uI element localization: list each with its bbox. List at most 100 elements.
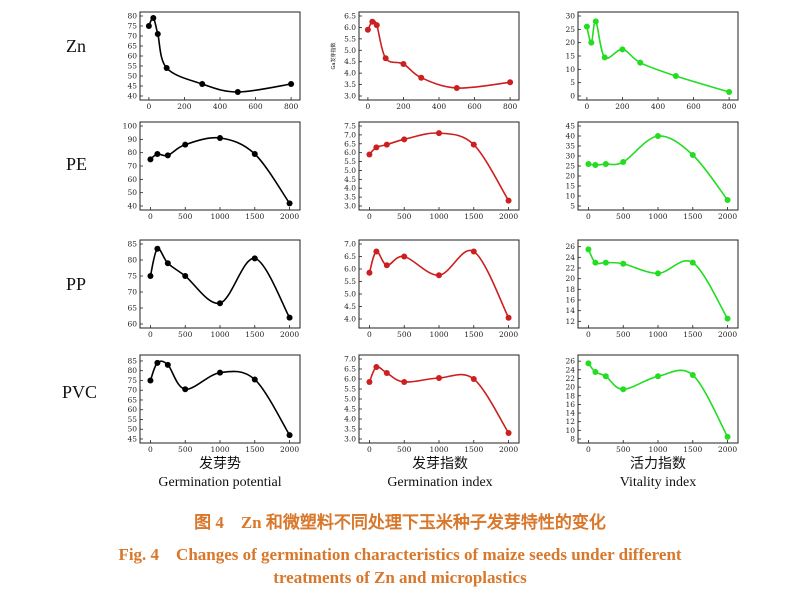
panel-pvc-potential-point-1 [154, 359, 161, 366]
panel-pp-vitality-ytick-label-2: 16 [565, 296, 575, 305]
panel-pp-vitality-series-line [587, 248, 729, 320]
panel-zn-vitality-point-6 [672, 73, 679, 79]
panel-zn-index-xtick-label-4: 800 [503, 102, 518, 111]
panel-pe-vitality-point-2 [602, 161, 609, 167]
panel-zn-vitality-ytick-label-6: 30 [565, 12, 575, 21]
panel-pe-potential-point-3 [182, 141, 189, 148]
panel-pvc-index-frame [358, 354, 520, 444]
panel-zn-vitality-xtick-label-4: 800 [722, 102, 737, 111]
panel-zn-index-point-1 [369, 18, 376, 25]
panel-pp-potential-point-5 [251, 255, 258, 262]
panel-pe-index-point-1 [373, 144, 380, 151]
panel-zn-vitality-point-7 [726, 89, 733, 95]
panel-pvc-vitality-ytick-label-5: 18 [565, 391, 575, 400]
panel-pvc-potential-point-4 [217, 369, 223, 376]
panel-zn-index-ytick-label-4: 5.0 [344, 46, 356, 55]
panel-pe-potential-xtick-label-0: 0 [148, 212, 153, 221]
panel-pvc-vitality-ytick-label-0: 8 [570, 435, 575, 444]
panel-pe-vitality-point-4 [655, 133, 661, 139]
panel-pe-potential-point-1 [154, 151, 161, 157]
panel-pe-index-ytick-label-6: 6.0 [344, 148, 356, 157]
panel-pp-index-xtick-label-0: 0 [367, 330, 372, 339]
panel-zn-potential-point-4 [199, 81, 206, 87]
panel-pp-vitality-ytick-label-3: 18 [565, 285, 575, 294]
figure-caption-en-line1: Fig. 4 Changes of germination characteri… [118, 545, 682, 564]
panel-zn-index-xtick-label-3: 600 [467, 102, 482, 111]
panel-pvc-potential-frame [139, 354, 301, 444]
panel-pvc-potential-xtick-label-1: 500 [178, 445, 193, 454]
panel-pvc-index-point-0 [366, 379, 373, 385]
panel-pe-vitality-ytick-label-8: 45 [565, 122, 575, 131]
panel-pvc-vitality-point-4 [655, 373, 661, 380]
panel-pvc-index-xtick-label-3: 1500 [464, 445, 483, 454]
panel-pp-index-point-0 [366, 269, 373, 276]
panel-pvc-vitality-point-5 [689, 372, 696, 378]
panel-zn-index-ytick-label-2: 4.0 [344, 69, 356, 78]
panel-pe-index-ytick-label-0: 3.0 [344, 202, 356, 211]
panel-pp-potential-point-3 [182, 273, 189, 279]
panel-pe-vitality-xtick-label-3: 1500 [683, 212, 702, 221]
panel-pe-vitality-ytick-label-4: 25 [565, 162, 575, 171]
panel-zn-potential-ytick-label-4: 60 [127, 52, 137, 61]
panel-pe-potential-xtick-label-3: 1500 [245, 212, 264, 221]
panel-pe-potential-point-5 [251, 151, 258, 157]
panel-pvc-vitality-frame [577, 354, 739, 444]
panel-pe-potential-ytick-label-1: 50 [127, 188, 137, 197]
panel-pvc-potential-ytick-label-1: 50 [127, 425, 137, 434]
panel-pvc-vitality-point-3 [620, 386, 627, 393]
panel-pvc-vitality-xtick-label-4: 2000 [718, 445, 737, 454]
panel-pe-index-point-4 [436, 130, 442, 137]
panel-pe-potential-point-6 [286, 200, 293, 207]
panel-pe-index-ytick-label-7: 6.5 [344, 139, 356, 148]
row-label-zn: Zn [66, 36, 86, 56]
panel-zn-vitality-point-0 [583, 23, 590, 30]
panel-zn-potential-point-0 [145, 23, 152, 29]
panel-pp-index-ytick-label-3: 5.5 [344, 277, 356, 286]
panel-pe-vitality-point-0 [585, 161, 592, 167]
panel-pvc-index-xtick-label-4: 2000 [499, 445, 518, 454]
panel-pvc-potential-ytick-label-7: 80 [127, 366, 137, 375]
panel-zn-potential-point-5 [234, 89, 241, 95]
column-label-potential: 发芽势 Germination potential [140, 456, 300, 492]
column-label-index-en: Germination index [387, 475, 493, 490]
row-label-pvc: PVC [62, 382, 98, 402]
panel-pvc-vitality-xtick-label-2: 1000 [648, 445, 667, 454]
panel-pe-vitality-xtick-label-1: 500 [616, 212, 631, 221]
panel-pp-index-ytick-label-0: 4.0 [344, 315, 356, 324]
panel-pvc-vitality-point-2 [602, 373, 609, 380]
panel-zn-potential-ytick-label-1: 45 [127, 82, 137, 91]
panel-pe-index-xtick-label-3: 1500 [464, 212, 483, 221]
panel-pe-vitality-ytick-label-3: 20 [565, 172, 575, 181]
panel-zn-index-point-5 [418, 74, 425, 81]
panel-pe-index-point-0 [366, 151, 373, 158]
panel-pe-index-point-6 [505, 197, 512, 204]
panel-zn-index-xtick-label-2: 400 [432, 102, 447, 111]
panel-pvc-index-ytick-label-0: 3.0 [344, 435, 356, 444]
column-label-vitality: 活力指数 Vitality index [578, 456, 738, 492]
panel-pp-potential-series-line [149, 247, 291, 319]
panel-pe-potential-point-0 [147, 156, 154, 163]
panel-zn-index-xtick-label-0: 0 [365, 102, 370, 111]
panel-zn-potential-point-1 [150, 15, 157, 21]
panel-pe-vitality-ytick-label-2: 15 [565, 182, 575, 191]
panel-zn-vitality-xtick-label-0: 0 [584, 102, 589, 111]
panel-pp-index-point-6 [505, 314, 512, 321]
panel-zn-vitality-point-5 [637, 59, 644, 66]
panel-zn-index-series-line [367, 20, 511, 89]
panel-pvc-vitality-xtick-label-0: 0 [586, 445, 591, 454]
panel-pp-potential-xtick-label-1: 500 [178, 330, 193, 339]
panel-zn-index-ylabel: Ga发芽指数 [330, 43, 337, 70]
panel-pe-potential-series-line [149, 136, 291, 204]
panel-pe-potential-ytick-label-0: 40 [127, 202, 137, 211]
panel-pe-vitality-point-6 [724, 197, 731, 203]
panel-zn-index-point-3 [382, 55, 389, 62]
panel-pp-vitality-ytick-label-5: 22 [565, 264, 575, 273]
panel-pp-vitality-xtick-label-4: 2000 [718, 330, 737, 339]
panel-pe-index-point-2 [383, 141, 390, 148]
panel-pvc-potential-ytick-label-5: 70 [127, 386, 137, 395]
panel-pp-potential-ytick-label-1: 65 [127, 304, 137, 313]
panel-pvc-index-point-1 [373, 364, 380, 370]
panel-pe-index-xtick-label-2: 1000 [429, 212, 448, 221]
panel-pvc-potential-xtick-label-2: 1000 [210, 445, 229, 454]
panel-pvc-index-ytick-label-3: 4.5 [344, 405, 356, 414]
